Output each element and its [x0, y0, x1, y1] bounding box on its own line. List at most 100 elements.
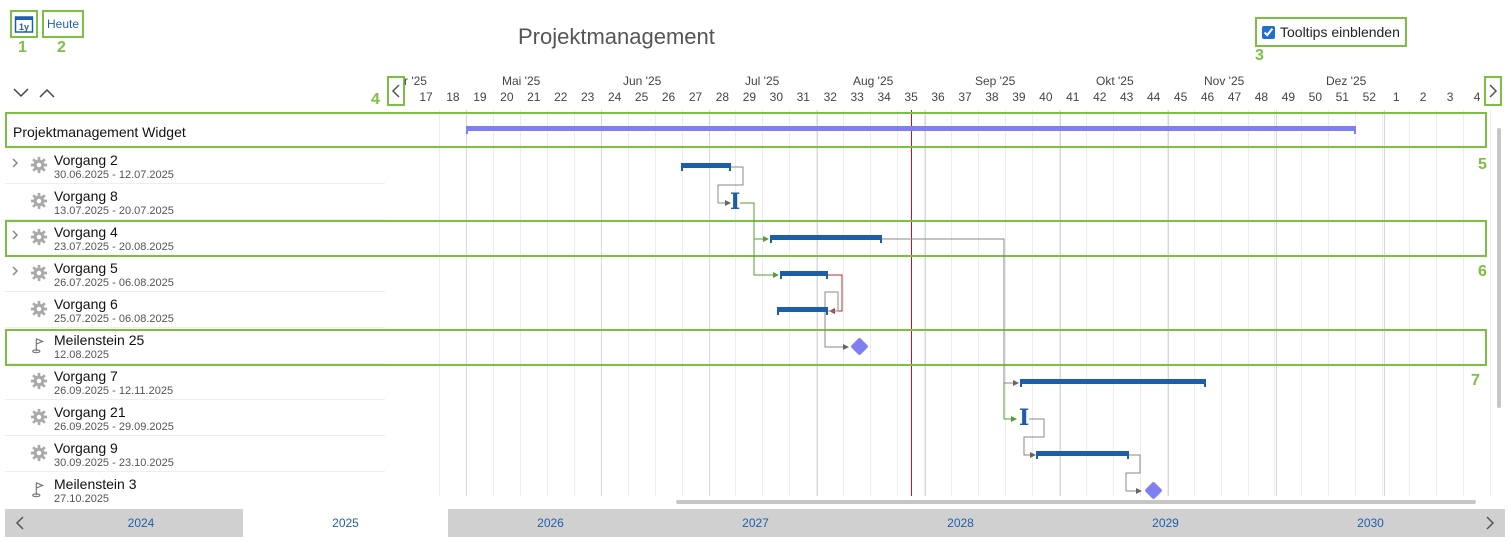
tooltips-checkbox[interactable]: [1262, 25, 1275, 39]
task-row[interactable]: Vorgang 8 13.07.2025 - 20.07.2025: [5, 184, 385, 220]
week-label: 44: [1146, 90, 1161, 104]
task-bar-vorgang-7[interactable]: [1020, 379, 1206, 387]
row-expand-icon[interactable]: [11, 229, 19, 244]
month-grid-line: [1168, 110, 1169, 496]
year-2030[interactable]: 2030: [1357, 516, 1384, 530]
link-v5-v6: [828, 274, 843, 314]
month-grid-line: [925, 110, 926, 496]
project-row[interactable]: Projektmanagement Widget: [5, 112, 1487, 148]
gear-icon: [30, 444, 48, 462]
link-v4-v21: [1003, 383, 1017, 422]
task-row[interactable]: Vorgang 6 25.07.2025 - 06.08.2025: [5, 292, 385, 328]
grid-line: [627, 110, 629, 496]
vertical-scrollbar[interactable]: [1495, 116, 1503, 496]
week-label: 21: [527, 90, 541, 104]
year-2025[interactable]: 2025: [243, 509, 448, 537]
expand-all-button[interactable]: [12, 86, 30, 102]
week-label: 46: [1200, 90, 1215, 104]
week-label: 23: [581, 90, 595, 104]
week-label: 1: [1392, 90, 1400, 104]
gear-icon: [30, 372, 48, 390]
year-2026[interactable]: 2026: [537, 516, 564, 530]
task-row[interactable]: Vorgang 7 26.09.2025 - 12.11.2025: [5, 364, 385, 400]
year-prev-button[interactable]: [15, 509, 25, 537]
gear-icon: [30, 156, 48, 174]
week-label: 22: [554, 90, 568, 104]
week-label: 52: [1362, 90, 1376, 104]
year-2028[interactable]: 2028: [947, 516, 974, 530]
task-row[interactable]: Vorgang 5 26.07.2025 - 06.08.2025: [5, 256, 385, 292]
gear-icon: [30, 408, 48, 426]
task-dates: 12.08.2025: [54, 349, 110, 361]
week-label: 20: [500, 90, 514, 104]
task-row[interactable]: Meilenstein 3 27.10.2025: [5, 472, 385, 502]
chevron-left-icon: [391, 84, 400, 98]
week-label: 2: [1419, 90, 1427, 104]
year-next-button[interactable]: [1485, 509, 1495, 537]
timeline-prev-button[interactable]: [387, 76, 405, 106]
week-label: 25: [634, 90, 649, 104]
horizontal-scrollbar[interactable]: [390, 498, 1480, 506]
task-name: Vorgang 2: [54, 152, 118, 168]
link-v21-v9: [1023, 418, 1045, 458]
grid-line: [1436, 110, 1438, 496]
task-dates: 23.07.2025 - 20.08.2025: [54, 241, 174, 253]
task-bar-vorgang-21[interactable]: I: [1019, 405, 1030, 431]
today-button[interactable]: Heute: [42, 10, 84, 38]
year-2024[interactable]: 2024: [127, 516, 155, 530]
row-expand-icon[interactable]: [11, 157, 19, 172]
grid-line: [1085, 110, 1087, 496]
grid-line: [1058, 110, 1060, 496]
week-label: 32: [823, 90, 837, 104]
week-label: 45: [1173, 90, 1188, 104]
link-v8-v5: [753, 239, 779, 278]
year-2027[interactable]: 2027: [742, 516, 769, 530]
task-bar-vorgang-6[interactable]: [777, 307, 828, 315]
week-label: 40: [1039, 90, 1053, 104]
year-navigator: 2024 2025 2026 2027 2028 2029 2030: [5, 509, 1505, 537]
task-row[interactable]: Vorgang 2 30.06.2025 - 12.07.2025: [5, 148, 385, 184]
task-bar-vorgang-9[interactable]: [1036, 451, 1129, 459]
row-expand-icon[interactable]: [11, 265, 19, 280]
timeline-next-button[interactable]: [1484, 76, 1502, 106]
project-name: Projektmanagement Widget: [13, 124, 186, 140]
callout-2: 2: [57, 39, 66, 56]
grid-line: [1274, 110, 1276, 496]
collapse-all-button[interactable]: [38, 86, 56, 102]
chevron-down-icon: [13, 88, 29, 98]
chevron-right-icon: [1489, 84, 1498, 98]
month-label: Nov '25: [1204, 74, 1245, 88]
tooltips-toggle[interactable]: Tooltips einblenden: [1255, 17, 1407, 47]
task-bar-vorgang-8[interactable]: I: [730, 189, 741, 215]
task-bar-vorgang-2[interactable]: [681, 163, 731, 171]
grid-line: [762, 110, 764, 496]
week-label: 34: [877, 90, 891, 104]
callout-7: 7: [1471, 372, 1480, 389]
grid-line: [546, 110, 548, 496]
vertical-scroll-thumb[interactable]: [1497, 128, 1501, 408]
task-row[interactable]: Meilenstein 25 12.08.2025: [5, 328, 385, 364]
year-view-button[interactable]: 1y: [10, 10, 38, 38]
grid-line: [951, 110, 953, 496]
callout-1: 1: [18, 39, 27, 56]
task-dates: 30.09.2025 - 23.10.2025: [54, 457, 174, 469]
year-2029[interactable]: 2029: [1152, 516, 1179, 530]
task-dates: 27.10.2025: [54, 493, 110, 502]
horizontal-scroll-thumb[interactable]: [676, 500, 1476, 504]
month-grid-line: [1276, 110, 1277, 496]
task-bar-vorgang-5[interactable]: [780, 271, 828, 279]
grid-line: [1247, 110, 1249, 496]
task-bar-vorgang-4[interactable]: [770, 235, 882, 243]
task-name: Vorgang 4: [54, 224, 118, 240]
page-title: Projektmanagement: [518, 24, 715, 49]
task-dates: 26.09.2025 - 12.11.2025: [54, 385, 174, 397]
task-row[interactable]: Vorgang 21 26.09.2025 - 29.09.2025: [5, 400, 385, 436]
project-summary-bar[interactable]: [466, 126, 1356, 134]
week-label: 35: [904, 90, 918, 104]
week-label: 18: [446, 90, 460, 104]
grid-line: [1463, 110, 1465, 496]
task-dates: 30.06.2025 - 12.07.2025: [54, 169, 174, 181]
task-row[interactable]: Vorgang 9 30.09.2025 - 23.10.2025: [5, 436, 385, 472]
grid-line: [1220, 110, 1222, 496]
grid-line: [654, 110, 656, 496]
